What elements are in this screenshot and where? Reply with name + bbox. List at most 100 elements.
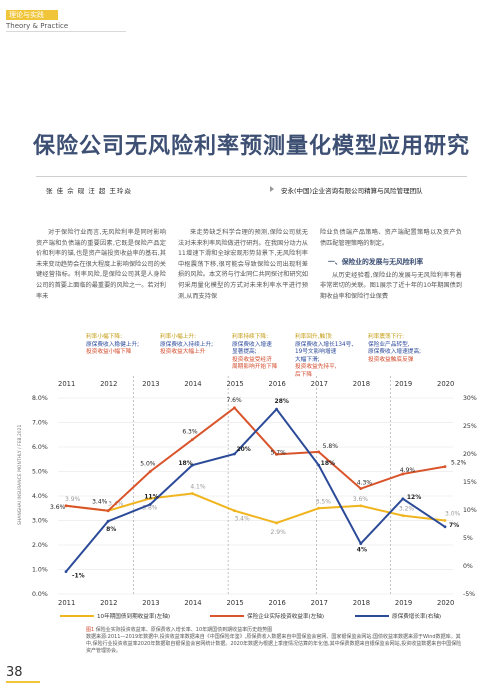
journal-side-label: SHANGHAI INSURANCE MONTHLY / FEB.2021 [18,424,23,525]
data-label: 3.8% [142,504,158,511]
legend-label: 10年期国债到期收益率(左轴) [97,614,171,620]
data-label: 4% [357,547,367,554]
caption-title: 保险业实际投资收益率、原保费收入增长率、10年期国债到期收益率历史趋势图 [95,627,273,633]
footer-accent [6,681,40,683]
x-tick-label-top: 2012 [100,380,117,388]
data-point [275,452,278,456]
x-tick-label: 2013 [142,599,159,607]
y-left-tick-label: 1.0% [32,567,48,574]
y-left-tick-label: 2.0% [32,542,48,549]
y-left-tick-label: 4.0% [32,493,48,500]
data-point [233,406,236,410]
x-tick-label: 2014 [184,599,201,607]
x-tick-label-top: 2020 [437,380,454,388]
data-point [233,509,236,513]
data-label: 7% [449,522,459,529]
body-paragraph: 来走势缺乏科学合理的预测,保险公司就无法对未来利率风险做进行研判。在我国分动力从… [178,229,308,300]
data-point [190,438,194,442]
data-label: 5.2% [451,460,467,467]
y-left-tick-label: 3.0% [32,518,48,525]
series-line [65,406,446,512]
section-badge: 理论与实践 [6,10,58,20]
data-point [359,504,363,508]
data-point [148,470,152,473]
x-tick-label-top: 2014 [184,380,201,388]
data-label: 5.8% [323,443,339,450]
data-label: 3.4% [92,499,108,506]
data-point [64,570,68,573]
data-label: 3.6% [353,496,369,503]
data-point [148,497,152,500]
data-label: 5.0% [140,461,156,468]
top-divider [6,31,126,32]
legend-item-investment-yield: 保险企业实际投资收益率(左轴) [210,612,324,620]
data-point [401,514,405,517]
data-point [443,465,447,468]
data-point [443,519,447,522]
series-line [65,492,446,524]
x-tick-label: 2011 [58,599,75,607]
data-label: 4.9% [400,467,416,474]
data-label: -1% [72,573,85,580]
data-point [233,452,236,456]
x-tick-label-top: 2015 [226,380,243,388]
data-label: 3.6% [50,504,66,511]
author-affiliation: 安永(中国)企业咨询有限公司精算与风险管理团队 [281,187,423,195]
data-label: 6.3% [182,429,198,436]
data-point [317,463,321,467]
y-right-tick-label: 25% [463,423,477,430]
x-tick-label-top: 2019 [395,380,412,388]
data-point [190,492,194,495]
x-tick-label-top: 2017 [311,380,328,388]
x-tick-label-top: 2011 [58,380,75,388]
title-divider [36,176,467,177]
legend-swatch [60,615,94,617]
x-tick-label: 2015 [226,599,243,607]
y-right-tick-label: -5% [463,591,475,598]
y-right-tick-label: 15% [463,479,477,486]
legend-swatch [210,615,244,617]
legend-label: 保险企业实际投资收益率(左轴) [247,614,325,620]
y-left-tick-label: 7.0% [32,420,48,427]
series-line [65,407,446,573]
page-number: 38 [6,665,23,680]
data-label: 20% [236,446,250,453]
data-point [359,487,363,491]
data-label: 4.3% [357,480,373,487]
legend-label: 原保费增长率(右轴) [392,614,442,620]
data-point [401,472,405,476]
x-tick-label: 2017 [311,599,328,607]
body-column-1: 对于保险行业而言,无风险利率是同时影响资产端和负债端的重要因素,它既是保险产品定… [36,228,166,302]
data-label: 8% [106,526,116,533]
x-tick-label: 2018 [353,599,370,607]
y-right-tick-label: 5% [463,535,473,542]
body-paragraph: 从历史经验看,保险业的发展与无风险利率有着非常密切的关联。图1展示了近十年的10… [320,271,462,300]
y-left-tick-label: 0.0% [32,591,48,598]
data-label: 28% [275,398,289,405]
x-tick-label-top: 2013 [142,380,159,388]
legend-item-premium-growth: 原保费增长率(右轴) [355,612,441,620]
data-point [359,542,363,545]
data-label: 7.6% [226,397,242,404]
data-point [275,407,278,411]
data-point [148,503,152,506]
data-label: 3.2% [399,506,415,513]
author-line: 张 佳 佘 砚 汪 超 王玲焱 安永(中国)企业咨询有限公司精算与风险管理团队 [36,182,467,196]
data-label: 3.9% [65,496,81,503]
chart-legend: 10年期国债到期收益率(左轴) 保险企业实际投资收益率(左轴) 原保费增长率(右… [60,612,470,622]
y-right-tick-label: 10% [463,507,477,514]
legend-swatch [355,615,389,617]
body-paragraph: 对于保险行业而言,无风险利率是同时影响资产端和负债端的重要因素,它既是保险产品定… [36,229,166,300]
y-right-tick-label: 20% [463,451,477,458]
data-label: 18% [178,460,192,467]
x-tick-label-top: 2016 [269,380,286,388]
y-right-tick-label: 30% [463,395,477,402]
article-title: 保险公司无风险利率预测量化模型应用研究 [32,133,470,159]
data-point [106,519,110,523]
data-point [317,506,321,510]
x-tick-label: 2020 [437,599,454,607]
section-subtitle: Theory & Practice [6,22,69,30]
data-label: 3.5% [316,498,332,505]
data-label: 3.0% [445,511,461,518]
x-tick-label: 2016 [269,599,286,607]
